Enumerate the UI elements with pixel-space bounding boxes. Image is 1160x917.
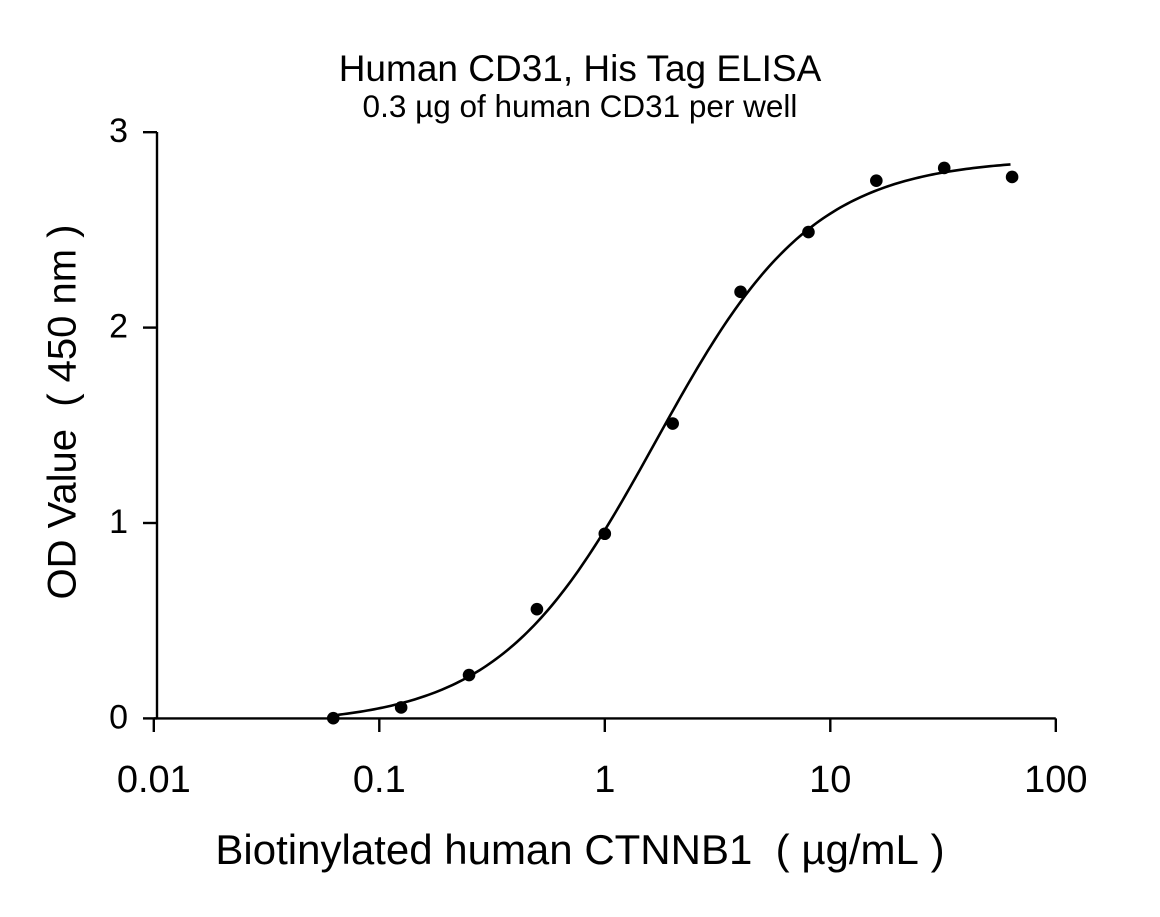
svg-text:0: 0	[109, 698, 128, 736]
svg-text:2: 2	[109, 308, 128, 346]
svg-text:1: 1	[594, 759, 615, 801]
svg-text:0.01: 0.01	[117, 759, 191, 801]
svg-text:0.1: 0.1	[353, 759, 406, 801]
svg-text:10: 10	[809, 759, 851, 801]
svg-text:100: 100	[1024, 759, 1087, 801]
svg-text:1: 1	[109, 503, 128, 541]
svg-text:3: 3	[109, 112, 128, 150]
